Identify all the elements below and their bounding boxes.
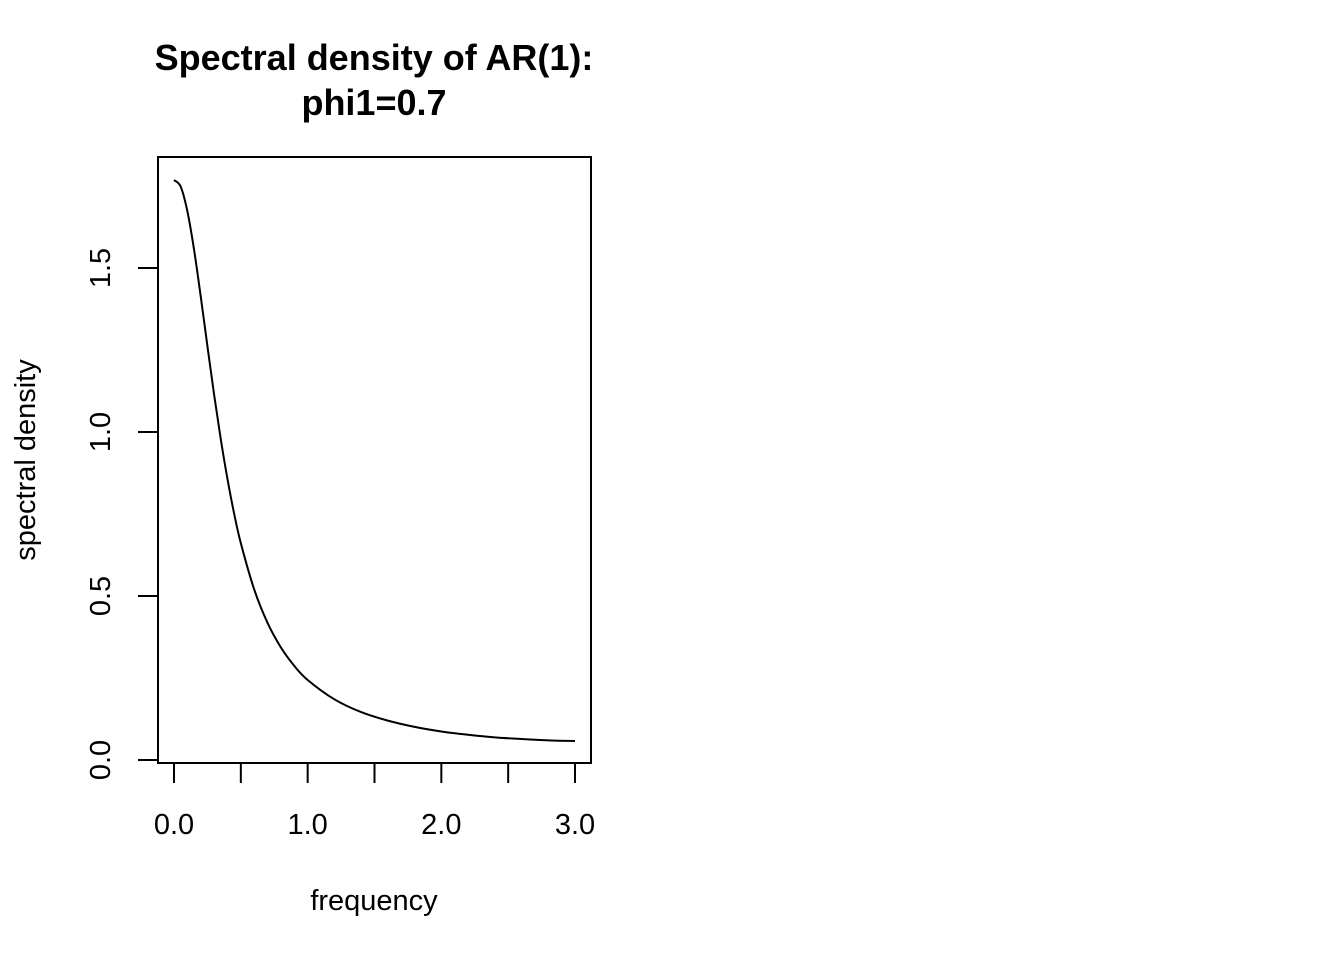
x-axis-label: frequency [310,885,438,917]
plot-frame [157,156,592,764]
x-tick-label: 2.0 [421,809,461,841]
chart-title-line-1: Spectral density of AR(1): [155,37,594,78]
y-tick-label: 0.0 [85,740,117,780]
x-axis: 0.0 1.0 2.0 3.0 [154,762,595,841]
chart-title-line-2: phi1=0.7 [301,82,446,123]
y-tick-label: 0.5 [85,576,117,616]
x-tick-label: 1.0 [288,809,328,841]
spectral-density-line [173,179,576,742]
y-tick-label: 1.0 [85,412,117,452]
y-tick-label: 1.5 [85,248,117,288]
y-axis: 0.0 0.5 1.0 1.5 [85,248,159,780]
x-tick-label: 0.0 [154,809,194,841]
y-axis-label: spectral density [10,359,42,561]
x-tick-label: 3.0 [555,809,595,841]
